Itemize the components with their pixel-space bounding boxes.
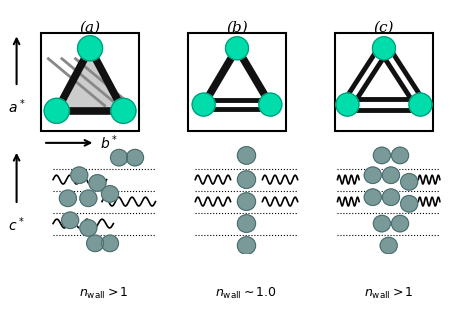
Text: $c^*$: $c^*$	[8, 216, 25, 235]
Circle shape	[237, 147, 255, 164]
Circle shape	[374, 147, 391, 164]
Text: (c): (c)	[374, 20, 394, 35]
Polygon shape	[57, 48, 123, 111]
Circle shape	[127, 149, 144, 166]
Text: (b): (b)	[226, 20, 248, 35]
Circle shape	[392, 215, 409, 232]
Text: $b^*$: $b^*$	[100, 133, 119, 152]
Circle shape	[380, 237, 397, 254]
Circle shape	[80, 220, 97, 236]
Circle shape	[87, 235, 104, 252]
Circle shape	[80, 190, 97, 207]
Circle shape	[111, 98, 136, 123]
Circle shape	[364, 189, 381, 205]
Circle shape	[401, 174, 418, 190]
Text: (a): (a)	[80, 20, 100, 35]
Text: $n_{\mathrm{wall}} > 1$: $n_{\mathrm{wall}} > 1$	[80, 286, 129, 301]
Circle shape	[364, 167, 381, 183]
Circle shape	[373, 37, 395, 60]
Circle shape	[226, 37, 248, 60]
Circle shape	[59, 190, 76, 207]
Circle shape	[383, 167, 400, 183]
Circle shape	[237, 237, 255, 254]
Circle shape	[89, 175, 106, 191]
Circle shape	[110, 149, 128, 166]
Circle shape	[78, 36, 102, 61]
Circle shape	[101, 186, 118, 202]
Text: $n_{\mathrm{wall}} \sim 1.0$: $n_{\mathrm{wall}} \sim 1.0$	[216, 286, 277, 301]
Circle shape	[336, 93, 359, 116]
Text: $a^*$: $a^*$	[8, 98, 26, 116]
Circle shape	[71, 167, 88, 183]
Circle shape	[383, 189, 400, 205]
Circle shape	[401, 196, 418, 212]
Circle shape	[392, 147, 409, 164]
Circle shape	[374, 215, 391, 232]
Circle shape	[409, 93, 432, 116]
Circle shape	[62, 212, 79, 229]
Circle shape	[237, 193, 255, 210]
Circle shape	[192, 93, 215, 116]
Circle shape	[237, 215, 255, 232]
Text: $n_{\mathrm{wall}} > 1$: $n_{\mathrm{wall}} > 1$	[364, 286, 413, 301]
Circle shape	[44, 98, 69, 123]
Circle shape	[237, 171, 255, 188]
Circle shape	[259, 93, 282, 116]
Circle shape	[101, 235, 118, 252]
